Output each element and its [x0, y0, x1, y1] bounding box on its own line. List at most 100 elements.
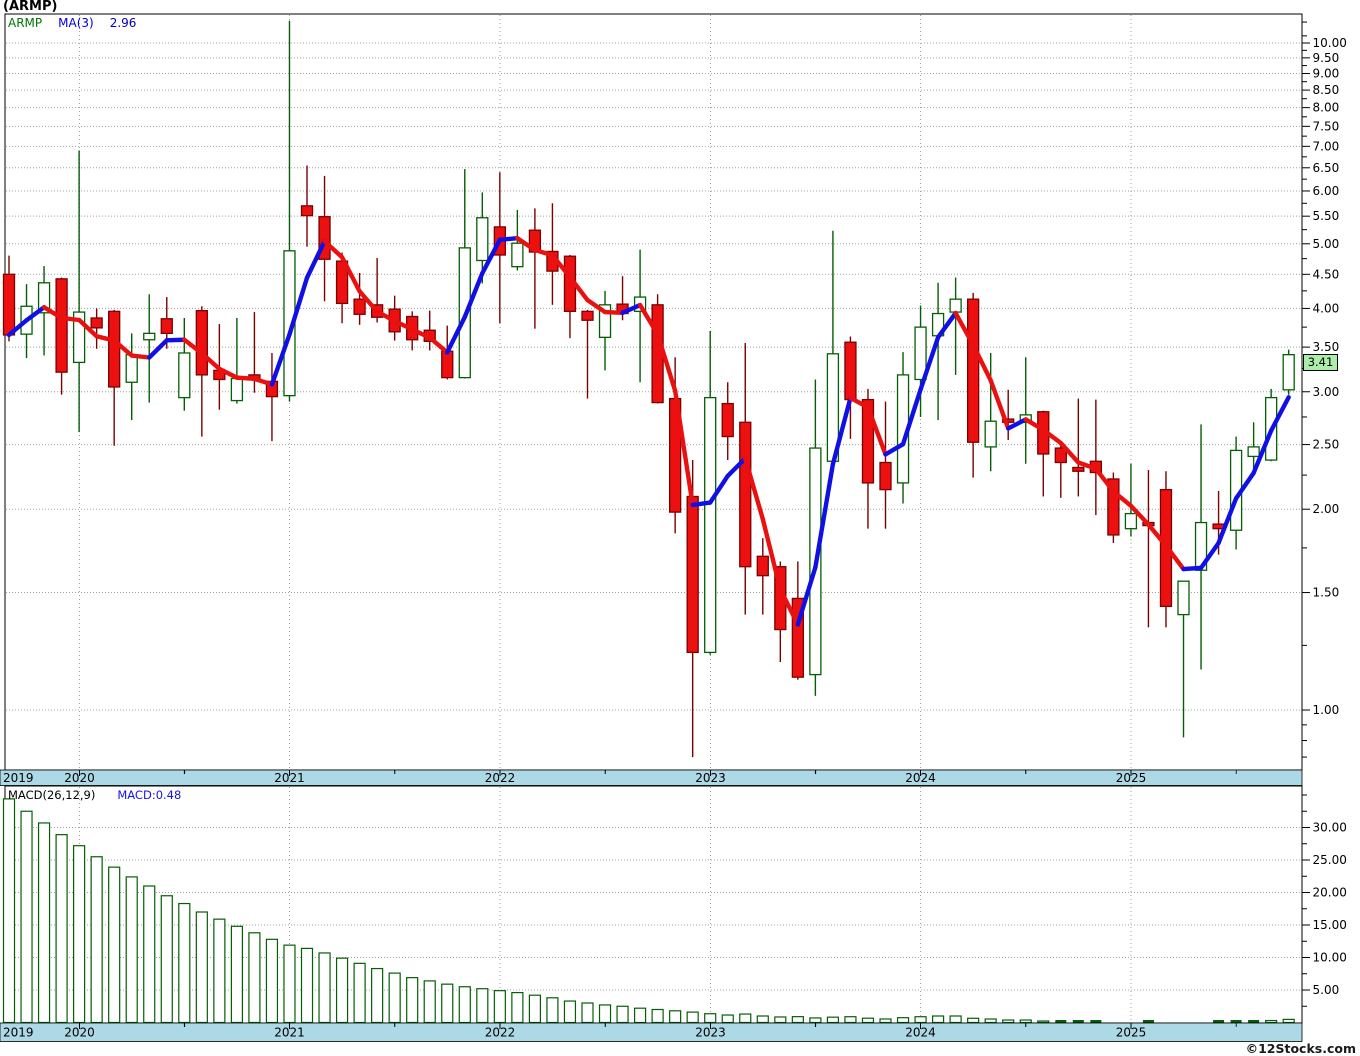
ma-line-segment: [550, 253, 573, 280]
last-price-badge: 3.41: [1303, 354, 1338, 371]
year-label: 2023: [695, 1026, 726, 1040]
ma-line-segment: [445, 314, 467, 355]
ma-line-segment: [322, 239, 345, 260]
ma-line-segment: [392, 318, 415, 332]
ma-line-segment: [287, 275, 310, 337]
ma-line-segment: [1268, 395, 1291, 433]
candle-body: [967, 298, 980, 443]
candle-body: [160, 318, 173, 335]
candle-body: [318, 216, 331, 260]
ma-line-segment: [672, 388, 695, 508]
ma-line-segment: [164, 337, 187, 343]
candle-body: [861, 398, 875, 484]
price-axis-label: 8.50: [1313, 83, 1340, 97]
ma-line-segment: [234, 375, 257, 382]
macd-bar-small: [1230, 1020, 1242, 1023]
year-label: 2021: [274, 771, 305, 785]
macd-bar: [1282, 1018, 1295, 1024]
candle-body: [1194, 521, 1208, 571]
macd-bar: [195, 911, 208, 1024]
macd-bar: [774, 1016, 787, 1024]
macd-bar: [2, 798, 16, 1024]
ma-line-segment: [602, 309, 625, 316]
year-label: 2020: [64, 1026, 95, 1040]
price-axis-label: 4.50: [1313, 267, 1340, 281]
ma-line-segment: [795, 565, 818, 627]
macd-bar: [476, 988, 489, 1024]
price-axis-label: 5.50: [1313, 209, 1340, 223]
macd-bar: [55, 834, 68, 1024]
ma-line-segment: [813, 461, 836, 570]
macd-bar: [143, 885, 156, 1024]
ma-line-segment: [953, 310, 976, 348]
candle-body: [37, 282, 51, 314]
candle-body: [178, 352, 191, 399]
macd-bar: [563, 1000, 577, 1024]
ma-line-segment: [269, 332, 292, 387]
ma-line-segment: [199, 351, 222, 372]
year-label: 2024: [905, 771, 936, 785]
macd-bar: [879, 1018, 892, 1024]
ma-line-segment: [778, 587, 801, 627]
candle-body: [598, 304, 612, 338]
legend-symbol: ARMP: [8, 16, 43, 30]
ma-line-segment: [1058, 440, 1081, 465]
macd-bar: [756, 1015, 769, 1024]
ma-line-segment: [708, 473, 730, 505]
candle-body: [1124, 512, 1138, 530]
price-axis-label: 7.00: [1313, 139, 1340, 153]
macd-bar: [388, 972, 401, 1024]
ma-line-segment: [24, 305, 47, 323]
macd-bar: [511, 991, 524, 1024]
ma-line-segment: [59, 315, 82, 323]
macd-axis-label: 30.00: [1313, 821, 1347, 835]
macd-bar: [931, 1015, 945, 1024]
ma-line-segment: [111, 338, 134, 358]
price-axis-label: 1.00: [1313, 703, 1340, 717]
ma-line-segment: [1181, 565, 1204, 572]
macd-axis-label: 5.00: [1313, 983, 1340, 997]
macd-bar: [283, 944, 296, 1024]
macd-bar: [669, 1010, 682, 1024]
ma-line-segment: [637, 302, 660, 337]
ma-line-segment: [743, 456, 765, 522]
ma-line-segment: [427, 335, 450, 355]
macd-bar: [651, 1008, 664, 1024]
macd-bar-small: [1090, 1020, 1102, 1023]
price-axis-label: 9.00: [1313, 67, 1340, 81]
macd-legend-label: MACD(26,12,9): [8, 788, 96, 802]
ma-line-segment: [217, 366, 240, 380]
candle-body: [511, 242, 524, 268]
ma-line-segment: [1198, 540, 1221, 571]
year-label: 2022: [485, 771, 516, 785]
macd-bar: [73, 845, 86, 1024]
candle-body: [300, 205, 314, 217]
macd-bar: [335, 957, 349, 1024]
ma-line-segment: [725, 456, 748, 479]
ma-line-segment: [1076, 460, 1099, 471]
candle-body: [704, 396, 717, 654]
candle-body: [721, 402, 734, 438]
candle-body: [581, 310, 594, 321]
macd-bar: [178, 902, 191, 1024]
macd-bar: [441, 983, 454, 1024]
ma-line-segment: [655, 331, 678, 393]
ma-line-segment: [935, 310, 958, 340]
macd-bar: [739, 1013, 752, 1024]
price-axis-label: 5.00: [1313, 237, 1340, 251]
macd-bar: [1265, 1019, 1278, 1024]
ma-line-segment: [760, 516, 783, 592]
macd-bar-small: [1142, 1020, 1154, 1023]
macd-bar: [371, 967, 384, 1024]
macd-bar: [160, 895, 173, 1024]
macd-bar-small: [1248, 1020, 1260, 1023]
ma-line-segment: [532, 247, 555, 258]
macd-bar: [967, 1017, 980, 1024]
ma-line-segment: [480, 237, 503, 276]
macd-bar: [861, 1017, 875, 1024]
ma-line-segment: [147, 338, 169, 360]
macd-bar-small: [1213, 1020, 1225, 1023]
year-label: 2025: [1116, 771, 1147, 785]
macd-bar: [90, 856, 103, 1024]
